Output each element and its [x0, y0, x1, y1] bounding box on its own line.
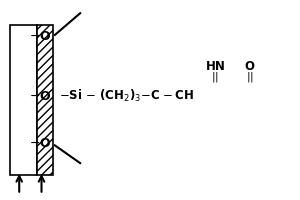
Text: $||$: $||$ — [212, 70, 219, 84]
Text: $-$Si$\,-\,$(CH$_2$)$_3$$-$C$\,-$CH: $-$Si$\,-\,$(CH$_2$)$_3$$-$C$\,-$CH — [59, 88, 195, 104]
Bar — [37, 25, 53, 175]
Text: $-$O: $-$O — [29, 137, 52, 150]
Text: HN: HN — [206, 60, 225, 73]
Bar — [10, 25, 37, 175]
Text: $-$O: $-$O — [29, 30, 52, 43]
Text: $-$O: $-$O — [29, 90, 52, 103]
Text: O: O — [244, 60, 255, 73]
Text: $||$: $||$ — [246, 70, 254, 84]
